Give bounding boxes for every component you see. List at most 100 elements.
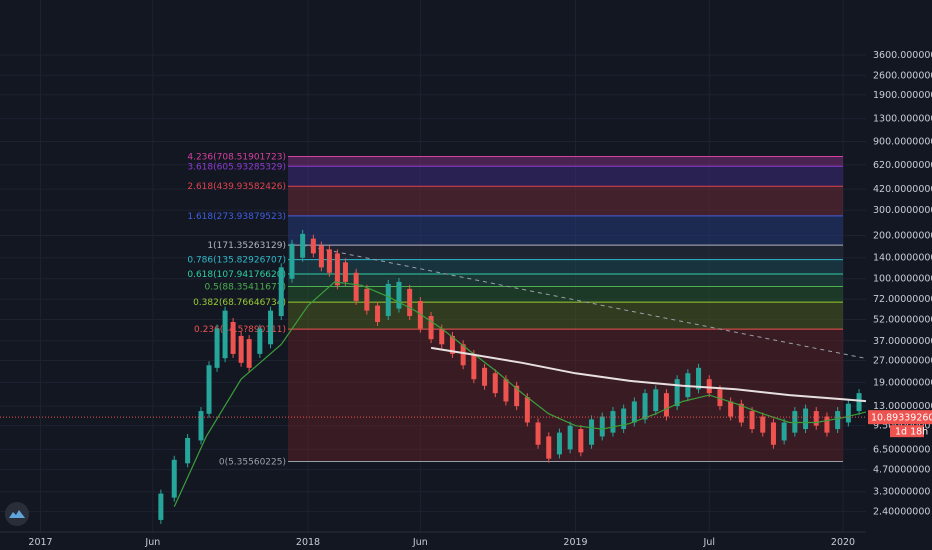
fib-zone	[288, 259, 843, 274]
candle-body	[781, 422, 787, 441]
fib-lines	[288, 155, 843, 462]
fib-level-label: 0.5(88.35411677)	[205, 282, 286, 292]
candle-body	[792, 411, 798, 433]
candle-body	[342, 262, 348, 282]
price-axis-bg[interactable]	[866, 0, 932, 532]
candle-body	[642, 393, 648, 420]
candle-body	[599, 416, 605, 437]
current-price-tag: 10.89339260 1d 18h	[868, 410, 932, 438]
candle-body	[185, 437, 191, 464]
fib-level-label: 2.618(439.93582426)	[187, 182, 286, 192]
fib-zones	[288, 156, 843, 462]
fib-level-label: 0.236(44.5?890111)	[194, 325, 286, 335]
price-axis-label: 1300.00000000	[873, 114, 932, 125]
price-axis-label: 72.00000000	[873, 294, 932, 305]
price-axis-label: 140.00000000	[873, 253, 932, 264]
candle-body	[334, 253, 340, 286]
price-axis[interactable]: 3600.00000000 2600.00000000 1900.00000000 1…	[873, 50, 932, 518]
fib-zone	[288, 166, 843, 187]
candle-body	[738, 403, 744, 423]
candle-body	[428, 316, 434, 340]
time-axis-bg[interactable]	[0, 532, 932, 550]
descending-trend-line[interactable]	[302, 244, 932, 461]
price-axis-label: 2600.00000000	[873, 70, 932, 81]
candle-body	[278, 267, 284, 317]
fib-level-label: 0(5.35560225)	[219, 457, 286, 467]
fib-level-label: 1(171.35263129)	[207, 241, 286, 251]
fib-zone	[288, 186, 843, 216]
candle-body	[385, 283, 391, 317]
fib-zone	[288, 273, 843, 287]
candle-body	[535, 422, 541, 445]
price-tag-value: 10.89339260	[871, 413, 932, 424]
candle-body	[514, 385, 520, 407]
price-axis-label: 2.40000000	[873, 507, 930, 518]
price-axis-label: 4.70000000	[873, 465, 930, 476]
price-axis-label: 52.00000000	[873, 315, 932, 326]
countdown-bg	[890, 425, 924, 438]
price-axis-label: 100.00000000	[873, 274, 932, 285]
candle-body	[653, 389, 659, 412]
candle-body	[449, 335, 455, 354]
price-axis-label: 13.00000000	[873, 401, 932, 412]
fib-level-label: 3.618(605.93285329)	[187, 162, 286, 172]
candle-body	[546, 436, 552, 459]
candle-body	[728, 401, 734, 417]
candle-body	[257, 328, 263, 354]
time-axis-label: Jun	[412, 537, 428, 548]
price-axis-label: 3600.00000000	[873, 50, 932, 61]
candle-body	[706, 379, 712, 394]
fib-level-label: 0.618(107.94176620)	[187, 270, 286, 280]
price-axis-label: 300.00000000	[873, 205, 932, 216]
fib-labels: 4.236(708.51901723)3.618(605.93285329) 2.…	[187, 152, 286, 467]
candle-body	[353, 272, 359, 301]
time-axis-label: 2020	[831, 537, 855, 548]
candle-body	[222, 310, 228, 359]
fib-zone	[288, 156, 843, 167]
price-axis-label: 19.00000000	[873, 377, 932, 388]
time-axis-label: Jun	[144, 537, 160, 548]
candle-body	[375, 305, 381, 322]
candle-body	[760, 416, 766, 433]
fib-zone	[288, 215, 843, 246]
candle-body	[621, 408, 627, 430]
candle-body	[696, 367, 702, 390]
candle-body	[556, 432, 562, 455]
candle-body	[471, 353, 477, 380]
candle-body	[158, 493, 164, 520]
countdown-label: 1d 18h	[895, 427, 928, 438]
candle-body	[238, 335, 244, 363]
price-axis-label: 420.00000000	[873, 184, 932, 195]
trend-line[interactable]	[302, 244, 932, 461]
candle-body	[289, 243, 295, 279]
time-axis-label: 2017	[28, 537, 52, 548]
candle-body	[749, 411, 755, 430]
time-axis-label: 2019	[563, 537, 587, 548]
fib-zone	[288, 286, 843, 303]
candle-body	[824, 416, 830, 433]
candle-body	[171, 459, 177, 498]
price-axis-label: 3.30000000	[873, 487, 930, 498]
tradingview-logo[interactable]	[5, 502, 29, 526]
candle-body	[326, 249, 332, 273]
price-axis-label: 6.50000000	[873, 444, 930, 455]
time-axis-label: Jul	[703, 537, 715, 548]
candle-body	[300, 233, 306, 258]
time-axis[interactable]: 2017Jun2018Jun2019Jul2020Jul2021Jun2022	[28, 537, 932, 548]
candle-body	[770, 422, 776, 445]
candle-body	[663, 393, 669, 417]
candle-body	[674, 379, 680, 407]
candle-body	[268, 310, 274, 345]
candle-body	[214, 328, 220, 368]
fib-level-label: 1.618(273.93879523)	[187, 212, 286, 222]
fib-zone	[288, 329, 843, 462]
candle-body	[310, 238, 316, 254]
price-axis-label: 1900.00000000	[873, 90, 932, 101]
fib-level-label: 0.382(68.76646734)	[193, 298, 286, 308]
candle-body	[407, 288, 413, 317]
candle-body	[318, 245, 324, 268]
price-tag-bg	[868, 410, 932, 425]
price-axis-label: 620.00000000	[873, 160, 932, 171]
fib-zone	[288, 302, 843, 330]
